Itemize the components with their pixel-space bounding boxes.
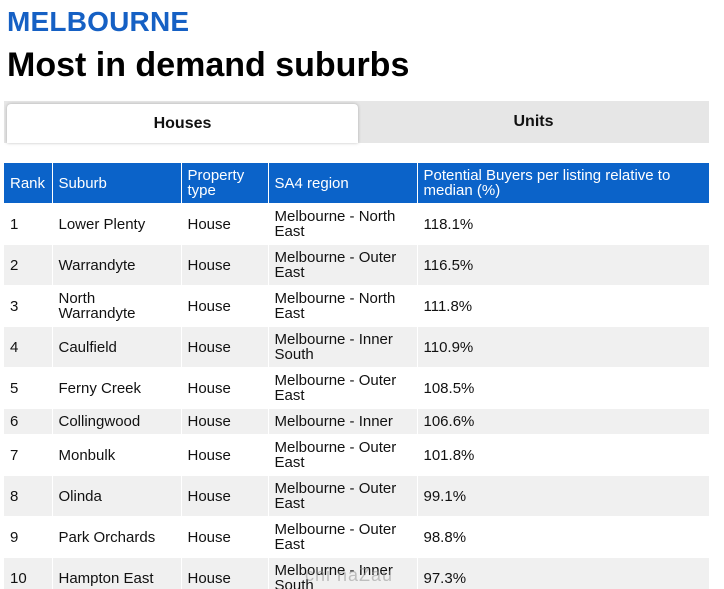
table-row: 2 Warrandyte House Melbourne - Outer Eas… (4, 244, 709, 286)
table-header-row: Rank Suburb Property type SA4 region Pot… (4, 163, 709, 204)
cell-sa4-region: Melbourne - Inner South (268, 557, 418, 589)
cell-rank: 8 (4, 475, 53, 517)
table-row: 5 Ferny Creek House Melbourne - Outer Ea… (4, 367, 709, 409)
cell-buyers-value: 98.8% (417, 516, 709, 558)
cell-property-type: House (181, 557, 269, 589)
table-row: 7 Monbulk House Melbourne - Outer East 1… (4, 434, 709, 476)
cell-property-type: House (181, 516, 269, 558)
cell-buyers-value: 101.8% (417, 434, 709, 476)
city-heading: MELBOURNE (7, 6, 190, 37)
cell-suburb: Olinda (52, 475, 182, 517)
cell-suburb: Warrandyte (52, 244, 182, 286)
cell-rank: 3 (4, 285, 53, 327)
cell-buyers-value: 111.8% (417, 285, 709, 327)
table-row: 8 Olinda House Melbourne - Outer East 99… (4, 475, 709, 517)
cell-buyers-value: 116.5% (417, 244, 709, 286)
cell-buyers-value: 108.5% (417, 367, 709, 409)
cell-property-type: House (181, 434, 269, 476)
cell-property-type: House (181, 408, 269, 435)
table-row: 10 Hampton East House Melbourne - Inner … (4, 557, 709, 589)
cell-property-type: House (181, 475, 269, 517)
tab-bar: Houses Units (4, 101, 709, 143)
cell-property-type: House (181, 326, 269, 368)
cell-sa4-region: Melbourne - North East (268, 285, 418, 327)
table-row: 4 Caulfield House Melbourne - Inner Sout… (4, 326, 709, 368)
cell-buyers-value: 99.1% (417, 475, 709, 517)
cell-buyers-value: 106.6% (417, 408, 709, 435)
cell-rank: 10 (4, 557, 53, 589)
cell-suburb: Collingwood (52, 408, 182, 435)
cell-rank: 4 (4, 326, 53, 368)
cell-rank: 6 (4, 408, 53, 435)
column-header-rank[interactable]: Rank (4, 163, 53, 204)
cell-sa4-region: Melbourne - Inner (268, 408, 418, 435)
cell-sa4-region: Melbourne - North East (268, 203, 418, 245)
column-header-suburb[interactable]: Suburb (52, 163, 182, 204)
cell-buyers-value: 110.9% (417, 326, 709, 368)
cell-sa4-region: Melbourne - Outer East (268, 367, 418, 409)
cell-rank: 7 (4, 434, 53, 476)
cell-suburb: Park Orchards (52, 516, 182, 558)
cell-suburb: Caulfield (52, 326, 182, 368)
cell-sa4-region: Melbourne - Outer East (268, 516, 418, 558)
cell-sa4-region: Melbourne - Outer East (268, 475, 418, 517)
cell-suburb: North Warrandyte (52, 285, 182, 327)
table-row: 9 Park Orchards House Melbourne - Outer … (4, 516, 709, 558)
cell-rank: 2 (4, 244, 53, 286)
cell-buyers-value: 118.1% (417, 203, 709, 245)
cell-buyers-value: 97.3% (417, 557, 709, 589)
tab-units[interactable]: Units (513, 113, 554, 130)
cell-rank: 1 (4, 203, 53, 245)
cell-suburb: Ferny Creek (52, 367, 182, 409)
tab-houses[interactable]: Houses (7, 104, 358, 143)
cell-suburb: Monbulk (52, 434, 182, 476)
cell-suburb: Lower Plenty (52, 203, 182, 245)
table-row: 1 Lower Plenty House Melbourne - North E… (4, 203, 709, 245)
cell-property-type: House (181, 244, 269, 286)
cell-property-type: House (181, 203, 269, 245)
cell-suburb: Hampton East (52, 557, 182, 589)
cell-sa4-region: Melbourne - Outer East (268, 434, 418, 476)
cell-sa4-region: Melbourne - Inner South (268, 326, 418, 368)
column-header-sa4-region[interactable]: SA4 region (268, 163, 418, 204)
page-title: Most in demand suburbs (7, 46, 410, 84)
column-header-buyers-per-listing[interactable]: Potential Buyers per listing relative to… (417, 163, 709, 204)
cell-sa4-region: Melbourne - Outer East (268, 244, 418, 286)
cell-rank: 9 (4, 516, 53, 558)
cell-property-type: House (181, 367, 269, 409)
table-row: 3 North Warrandyte House Melbourne - Nor… (4, 285, 709, 327)
cell-rank: 5 (4, 367, 53, 409)
column-header-property-type[interactable]: Property type (181, 163, 269, 204)
table-row: 6 Collingwood House Melbourne - Inner 10… (4, 408, 709, 435)
cell-property-type: House (181, 285, 269, 327)
demand-table: Rank Suburb Property type SA4 region Pot… (4, 163, 709, 589)
